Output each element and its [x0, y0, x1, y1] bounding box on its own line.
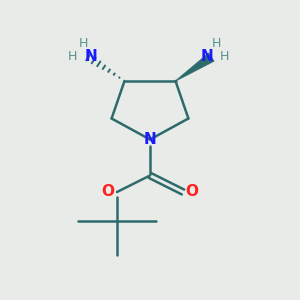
Text: O: O: [101, 184, 115, 200]
Text: N: N: [201, 49, 213, 64]
Text: H: H: [68, 50, 78, 63]
Text: N: N: [85, 49, 97, 64]
Text: H: H: [212, 37, 222, 50]
Text: H: H: [219, 50, 229, 63]
Text: O: O: [185, 184, 199, 200]
Polygon shape: [175, 53, 214, 81]
Text: H: H: [78, 37, 88, 50]
Text: N: N: [144, 132, 156, 147]
